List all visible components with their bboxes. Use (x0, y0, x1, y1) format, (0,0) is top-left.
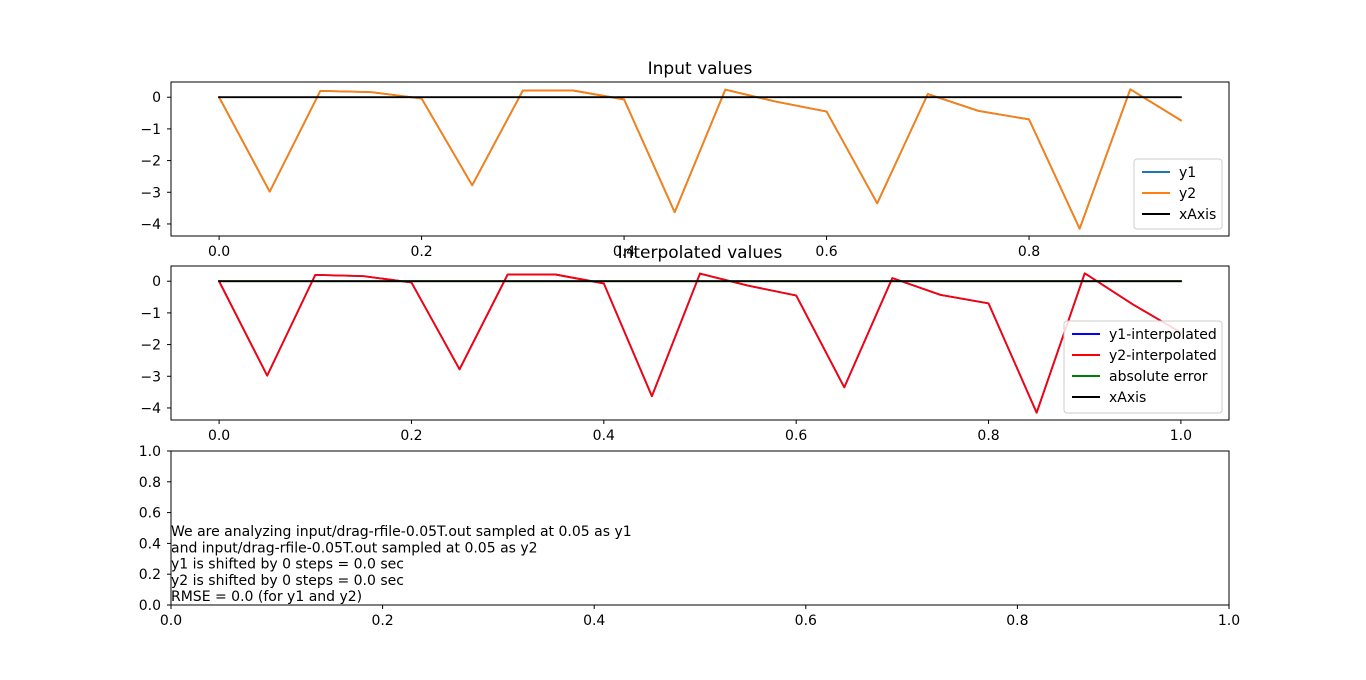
x-tick-label: 0.0 (160, 613, 182, 629)
annotation-line-2: and input/drag-rfile-0.05T.out sampled a… (171, 540, 538, 556)
legend-label: y1-interpolated (1109, 327, 1217, 343)
x-tick-label: 0.4 (593, 428, 615, 444)
y-tick-label: −4 (140, 217, 161, 233)
legend-label: absolute error (1109, 369, 1208, 385)
legend: y1 y2 xAxis (1133, 158, 1223, 230)
x-tick-label: 0.6 (785, 428, 807, 444)
subplot-3: We are analyzing input/drag-rfile-0.05T.… (139, 444, 1240, 629)
annotation-line-3: y1 is shifted by 0 steps = 0.0 sec (171, 557, 404, 573)
legend-box (1063, 320, 1223, 414)
axes-frame (170, 450, 1230, 606)
series-lines (217, 272, 1183, 414)
legend-label: xAxis (1179, 207, 1216, 223)
x-tick-label: 0.4 (613, 244, 635, 260)
annotation-line-4: y2 is shifted by 0 steps = 0.0 sec (171, 573, 404, 589)
y-tick-label: −2 (140, 154, 161, 170)
legend-label: y2-interpolated (1109, 348, 1217, 364)
series-lines (217, 88, 1183, 230)
x-tick-label: 0.2 (410, 244, 432, 260)
x-tick-label: 0.8 (977, 428, 999, 444)
y-tick-label: −1 (140, 306, 161, 322)
x-tick-label: 0.2 (400, 428, 422, 444)
x-tick-label: 0.2 (371, 613, 393, 629)
x-tick-label: 0.6 (795, 613, 817, 629)
y-tick-label: −2 (140, 338, 161, 354)
x-tick-label: 0.8 (1018, 244, 1040, 260)
y-tick-label: −3 (140, 369, 161, 385)
y-tick-label: 1.0 (139, 444, 161, 460)
y-tick-label: 0 (152, 90, 161, 106)
x-tick-label: 0.0 (208, 244, 230, 260)
subplot-1: 0.0 0.2 0.4 0.6 0.8 0 −1 −2 −3 −4 Input values y1 y2… (140, 59, 1230, 260)
x-tick-label: 0.4 (583, 613, 605, 629)
y-tick-label: −4 (140, 401, 161, 417)
axes-frame (170, 265, 1230, 421)
legend-label: y2 (1179, 186, 1196, 202)
y-tick-label: 0 (152, 274, 161, 290)
x-tick-label: 0.0 (208, 428, 230, 444)
subplot-title: Interpolated values (618, 243, 783, 263)
series-line-y2 (217, 88, 1183, 230)
x-tick-label: 0.6 (815, 244, 837, 260)
y-tick-label: 0.8 (139, 475, 161, 491)
legend: y1-interpolated y2-interpolated absolute e… (1063, 320, 1223, 414)
analysis-annotation: We are analyzing input/drag-rfile-0.05T.… (171, 524, 632, 605)
y-tick-label: 0.2 (139, 567, 161, 583)
legend-box (1133, 158, 1223, 230)
y-tick-label: −1 (140, 122, 161, 138)
axes-frame (170, 81, 1230, 237)
legend-label: y1 (1179, 165, 1196, 181)
subplot-title: Input values (648, 59, 753, 79)
y-tick-label: 0.0 (139, 598, 161, 614)
y-tick-label: −3 (140, 185, 161, 201)
y-tick-label: 0.4 (139, 536, 161, 552)
x-tick-label: 0.8 (1006, 613, 1028, 629)
subplot-2: 0.0 0.2 0.4 0.6 0.8 1.0 0 −1 −2 −3 −4 Interpolated … (140, 243, 1230, 444)
annotation-line-5: RMSE = 0.0 (for y1 and y2) (171, 589, 362, 605)
series-line-y2-interpolated (217, 272, 1183, 414)
x-tick-label: 1.0 (1170, 428, 1192, 444)
legend-label: xAxis (1109, 390, 1146, 406)
y-tick-label: 0.6 (139, 506, 161, 522)
annotation-line-1: We are analyzing input/drag-rfile-0.05T.… (171, 524, 632, 540)
subplots: 0.0 0.2 0.4 0.6 0.8 0 −1 −2 −3 −4 Input values y1 y2… (139, 59, 1240, 629)
x-tick-label: 1.0 (1218, 613, 1240, 629)
